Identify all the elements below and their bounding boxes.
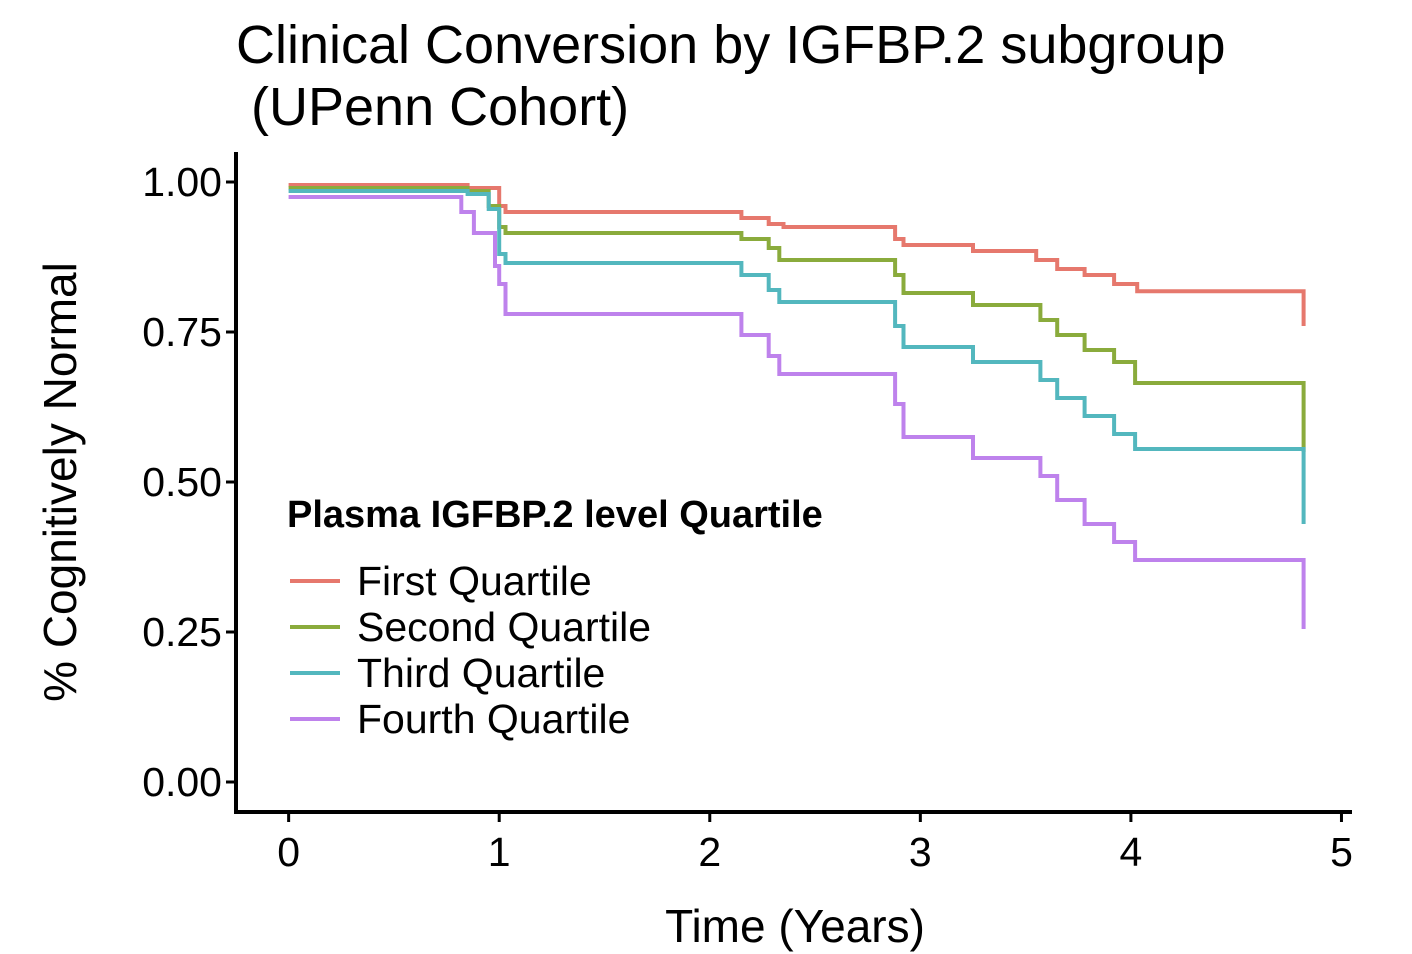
x-tick-label: 0 bbox=[277, 829, 300, 875]
x-tick-label: 3 bbox=[909, 829, 932, 875]
legend: Plasma IGFBP.2 level Quartile First Quar… bbox=[287, 494, 823, 742]
legend-label-4: Fourth Quartile bbox=[357, 696, 630, 742]
x-tick-label: 2 bbox=[698, 829, 721, 875]
x-tick-label: 4 bbox=[1119, 829, 1142, 875]
y-tick-label: 0.75 bbox=[142, 309, 222, 355]
legend-label-3: Third Quartile bbox=[357, 650, 605, 696]
y-axis-title: % Cognitively Normal bbox=[34, 262, 86, 702]
x-tick-label: 1 bbox=[488, 829, 511, 875]
axes-layer: 0 1 2 3 4 5 0.00 0.25 0.50 0.75 1.00 bbox=[142, 152, 1353, 875]
x-tick-label: 5 bbox=[1330, 829, 1353, 875]
x-axis-title: Time (Years) bbox=[665, 900, 925, 952]
y-tick-label: 0.50 bbox=[142, 459, 222, 505]
y-tick-label: 0.00 bbox=[142, 759, 222, 805]
series-layer bbox=[288, 183, 1306, 629]
series-line-1 bbox=[288, 183, 1306, 326]
y-tick-label: 0.25 bbox=[142, 609, 222, 655]
series-line-3 bbox=[288, 189, 1306, 524]
chart-title-line-2: (UPenn Cohort) bbox=[236, 77, 630, 137]
legend-label-2: Second Quartile bbox=[357, 604, 651, 650]
chart-title-line-1: Clinical Conversion by IGFBP.2 subgroup bbox=[236, 15, 1226, 75]
legend-title: Plasma IGFBP.2 level Quartile bbox=[287, 494, 823, 536]
legend-label-1: First Quartile bbox=[357, 558, 592, 604]
y-tick-label: 1.00 bbox=[142, 159, 222, 205]
series-line-4 bbox=[288, 195, 1306, 629]
